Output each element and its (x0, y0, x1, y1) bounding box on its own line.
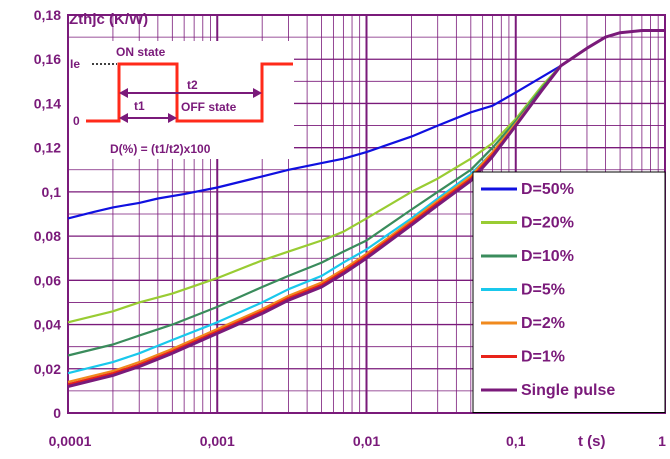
legend-label: D=20% (521, 215, 574, 232)
inset-t1-label: t1 (134, 99, 145, 113)
x-tick-label: 0,001 (200, 433, 235, 449)
inset-zero-label: 0 (73, 114, 80, 128)
inset-background (69, 41, 294, 159)
x-tick-label: 1 (658, 433, 666, 449)
y-tick-label: 0,04 (34, 317, 61, 333)
series-lines (67, 29, 665, 388)
y-tick-label: 0,08 (34, 228, 61, 244)
inset-off-state-label: OFF state (181, 100, 237, 114)
t2-arrowhead-left (119, 88, 128, 98)
legend-label: D=1% (521, 349, 565, 366)
legend-label: D=50% (521, 181, 574, 198)
inset-t2-label: t2 (187, 78, 198, 92)
y-tick-label: 0,14 (34, 95, 61, 111)
x-tick-label: 0,01 (353, 433, 380, 449)
pulse-inset: Ie ON state t2 t1 OFF state 0 D(%) = (t1/t2)x1… (69, 41, 294, 159)
y-tick-label: 0,1 (42, 184, 62, 200)
legend-label: D=10% (521, 248, 574, 265)
series-line (67, 29, 665, 388)
y-tick-label: 0 (53, 405, 61, 421)
y-tick-label: 0,06 (34, 272, 61, 288)
y-tick-label: 0,18 (34, 7, 61, 23)
legend-label: D=2% (521, 315, 565, 332)
inset-formula: D(%) = (t1/t2)x100 (110, 142, 211, 156)
t1-arrowhead-left (119, 113, 128, 123)
legend-box (472, 171, 666, 413)
x-tick-label: 0,1 (506, 433, 526, 449)
inset-on-state-label: ON state (116, 45, 166, 59)
t1-arrowhead-right (168, 113, 177, 123)
y-tick-label: 0,02 (34, 361, 61, 377)
legend-label: Single pulse (521, 382, 615, 399)
legend: D=50% D=20% D=10% D=5% D=2% D=1% Single pulse (472, 171, 666, 413)
t2-arrowhead-right (253, 88, 262, 98)
inset-ie-label: Ie (70, 57, 80, 71)
y-axis-label: Zthjc (K/W) (69, 11, 148, 28)
legend-label: D=5% (521, 282, 565, 299)
y-tick-label: 0,12 (34, 140, 61, 156)
tick-labels: 0 0,02 0,04 0,06 0,08 0,1 0,12 0,14 0,16 0,18 0,00… (34, 7, 666, 449)
y-tick-label: 0,16 (34, 51, 61, 67)
x-tick-label: 0,0001 (49, 433, 92, 449)
x-axis-label: t (s) (578, 433, 606, 450)
